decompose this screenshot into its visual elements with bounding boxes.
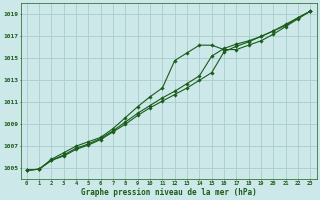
X-axis label: Graphe pression niveau de la mer (hPa): Graphe pression niveau de la mer (hPa) — [81, 188, 256, 197]
